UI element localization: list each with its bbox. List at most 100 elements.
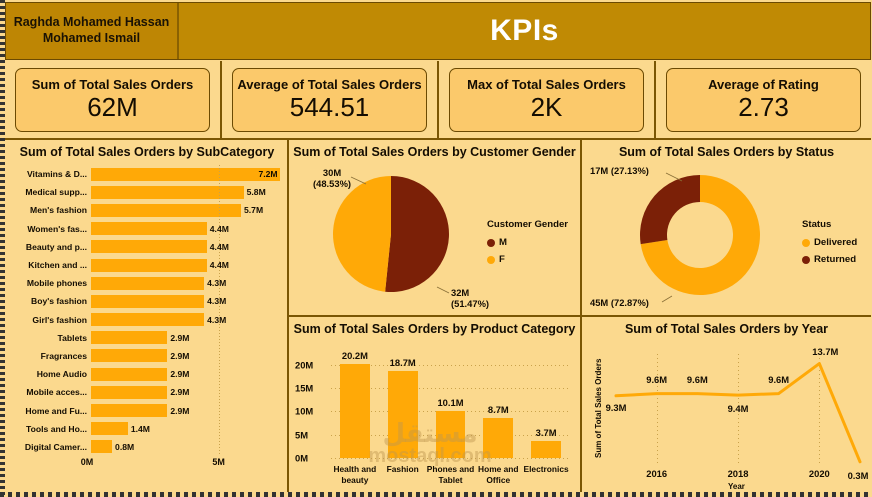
subcategory-bar[interactable] (91, 276, 205, 290)
kpi-card-max-total-sales-orders[interactable]: Max of Total Sales Orders 2K (448, 67, 645, 132)
subcategory-bar-track: 0.8M (91, 438, 287, 456)
subcategory-bar[interactable] (91, 404, 168, 418)
subcategory-bar[interactable] (91, 240, 207, 254)
subcategory-bar-track: 2.9M (91, 365, 287, 383)
subcategory-bar-label: Beauty and p... (25, 241, 87, 252)
subcategory-bar-row[interactable]: Home Audio 2.9M (7, 365, 287, 383)
gender-f-value: 30M (322, 167, 342, 178)
subcategory-bar-row[interactable]: Vitamins & D... 7.2M (7, 165, 287, 183)
subcategory-bar-row[interactable]: Medical supp... 5.8M (7, 183, 287, 201)
status-legend-label-returned: Returned (814, 254, 857, 265)
subcategory-bar-track: 5.7M (91, 201, 287, 219)
product-category-x-label: Health and beauty (333, 464, 377, 485)
chart-status[interactable]: Sum of Total Sales Orders by Status 17M … (582, 140, 871, 315)
kpi-card-sum-total-sales-orders[interactable]: Sum of Total Sales Orders 62M (14, 67, 211, 132)
subcategory-bar-value: 1.4M (130, 423, 150, 434)
subcategory-bar[interactable] (91, 258, 207, 272)
product-category-bar[interactable] (340, 364, 370, 458)
author-box: Raghda Mohamed Hassan Mohamed Ismail (6, 3, 179, 59)
subcategory-bar[interactable] (91, 385, 168, 399)
subcategory-bar-label: Mobile acces... (26, 387, 87, 398)
gender-legend-title: Customer Gender (487, 219, 569, 230)
subcategory-bar-row[interactable]: Beauty and p... 4.4M (7, 238, 287, 256)
subcategory-bar[interactable] (91, 422, 128, 436)
legend-swatch-icon (487, 255, 495, 264)
kpi-cell-1: Average of Total Sales Orders 544.51 (222, 61, 439, 138)
gender-legend-item-f[interactable]: F (487, 254, 505, 265)
subcategory-x-axis: 0M 5M (7, 457, 287, 473)
product-category-y-tick: 0M (295, 452, 309, 464)
subcategory-bar-row[interactable]: Digital Camer... 0.8M (7, 438, 287, 456)
year-x-tick: 2020 (808, 468, 830, 479)
chart-product-category[interactable]: Sum of Total Sales Orders by Product Cat… (289, 317, 580, 492)
subcategory-bar-label: Mobile phones (26, 278, 87, 289)
product-category-bar[interactable] (387, 371, 418, 458)
subcategory-bar[interactable] (91, 440, 113, 454)
subcategory-bar[interactable] (91, 222, 207, 236)
subcategory-bar-value: 4.3M (207, 296, 227, 307)
product-category-y-tick: 5M (295, 429, 309, 441)
subcategory-bar-label: Tools and Ho... (26, 423, 87, 434)
gender-legend-item-m[interactable]: M (487, 237, 507, 248)
subcategory-bar[interactable] (91, 367, 168, 381)
status-legend-item-delivered[interactable]: Delivered (802, 237, 857, 248)
product-category-bar-value: 10.1M (437, 397, 464, 409)
subcategory-bar-value: 2.9M (170, 387, 190, 398)
year-point-value: 9.6M (646, 373, 668, 385)
subcategory-bar-row[interactable]: Tools and Ho... 1.4M (7, 420, 287, 438)
subcategory-bar[interactable] (91, 203, 241, 217)
status-legend-label-delivered: Delivered (814, 237, 858, 248)
status-label-returned: 17M (27.13%) (590, 165, 649, 176)
year-line-svg (614, 362, 862, 464)
subcategory-bar-rows: Vitamins & D... 7.2M Medical supp... 5.8M Me… (7, 165, 287, 457)
subcategory-bar[interactable] (91, 185, 244, 199)
product-category-x-label: Fashion (386, 464, 419, 474)
year-y-axis-title: Sum of Total Sales Orders (594, 358, 603, 458)
product-category-gridline (331, 388, 570, 390)
year-point-value: 0.3M (847, 469, 869, 481)
subcategory-bar[interactable] (91, 331, 168, 345)
kpi-cell-0: Sum of Total Sales Orders 62M (5, 61, 222, 138)
subcategory-bar-value: 5.8M (246, 187, 266, 198)
kpi-value: 2K (530, 92, 563, 123)
subcategory-bar-row[interactable]: Boy's fashion 4.3M (7, 292, 287, 310)
status-legend-item-returned[interactable]: Returned (802, 254, 856, 265)
subcategory-bar-row[interactable]: Tablets 2.9M (7, 329, 287, 347)
kpi-card-average-total-sales-orders[interactable]: Average of Total Sales Orders 544.51 (231, 67, 428, 132)
subcategory-bar-track: 5.8M (91, 183, 287, 201)
subcategory-bar-row[interactable]: Home and Fu... 2.9M (7, 401, 287, 419)
kpi-label: Average of Total Sales Orders (237, 77, 422, 93)
subcategory-bar-label: Girl's fashion (32, 314, 87, 325)
kpi-value: 62M (87, 92, 138, 123)
page-border-bottom (0, 492, 872, 497)
chart-year[interactable]: Sum of Total Sales Orders by Year 2016 20… (582, 317, 871, 492)
subcategory-bar-track: 4.4M (91, 256, 287, 274)
product-category-bar[interactable] (483, 417, 514, 458)
subcategory-bar-row[interactable]: Girl's fashion 4.3M (7, 311, 287, 329)
subcategory-bar-row[interactable]: Women's fas... 4.4M (7, 220, 287, 238)
product-category-bar[interactable] (435, 411, 466, 458)
subcategory-bar[interactable] (91, 349, 168, 363)
subcategory-bar-row[interactable]: Mobile phones 4.3M (7, 274, 287, 292)
subcategory-bar[interactable] (91, 167, 281, 181)
legend-swatch-icon (487, 238, 495, 247)
year-gridline (656, 354, 658, 464)
kpi-card-average-rating[interactable]: Average of Rating 2.73 (665, 67, 862, 132)
subcategory-bar[interactable] (91, 313, 205, 327)
status-returned-value: 17M (590, 165, 609, 176)
subcategory-bar[interactable] (91, 294, 205, 308)
subcategory-bar-row[interactable]: Mobile acces... 2.9M (7, 383, 287, 401)
chart-customer-gender[interactable]: Sum of Total Sales Orders by Customer Ge… (289, 140, 580, 315)
subcategory-bar-row[interactable]: Men's fashion 5.7M (7, 201, 287, 219)
product-category-bar[interactable] (531, 440, 561, 458)
subcategory-x-tick: 0M (80, 457, 94, 467)
year-x-axis-title: Year (728, 482, 745, 491)
year-x-tick: 2018 (727, 468, 749, 479)
kpi-label: Average of Rating (708, 77, 819, 93)
subcategory-bar-row[interactable]: Fragrances 2.9M (7, 347, 287, 365)
subcategory-bar-row[interactable]: Kitchen and ... 4.4M (7, 256, 287, 274)
chart-subcategory[interactable]: Sum of Total Sales Orders by SubCategory… (7, 140, 287, 492)
gender-legend-label-m: M (499, 237, 507, 248)
subcategory-bar-value: 4.3M (207, 314, 227, 325)
subcategory-bar-value: 2.9M (170, 369, 190, 380)
